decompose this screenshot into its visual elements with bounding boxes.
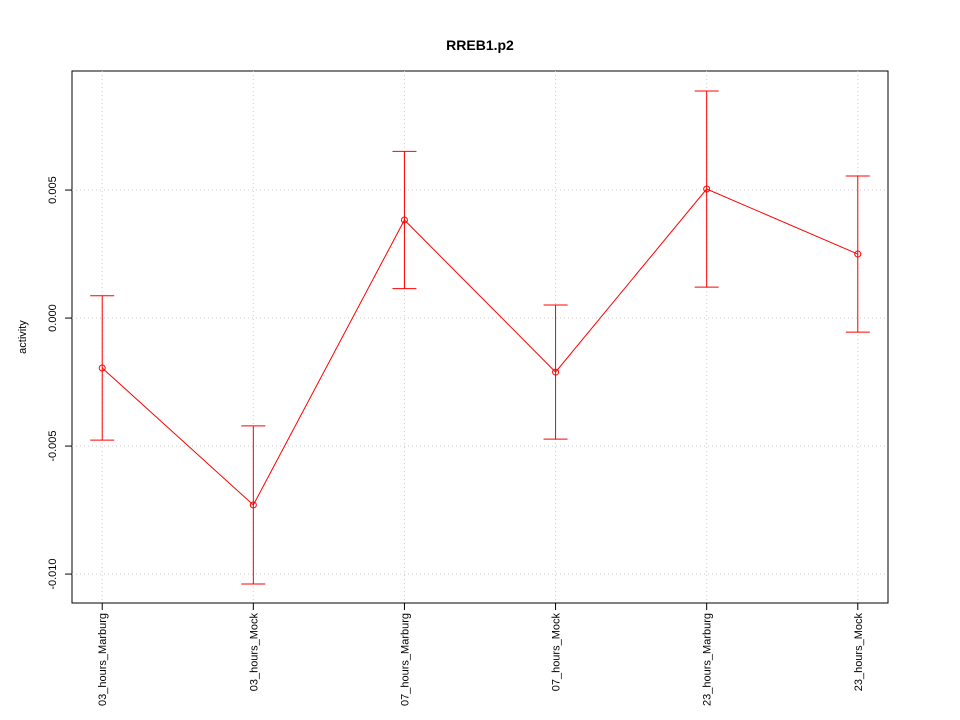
point [854,250,862,258]
x-tick-label: 07_hours_Mock [551,613,563,692]
y-tick-label: 0.005 [47,176,59,204]
point [249,501,257,509]
point [98,364,106,372]
y-tick-label: 0.000 [47,304,59,332]
y-axis-label: activity [17,320,29,354]
x-tick-label: 23_hours_Mock [853,613,865,692]
point [703,185,711,193]
x-tick-label: 07_hours_Marburg [399,613,411,706]
x-tick-label: 03_hours_Mock [248,613,260,692]
plot-frame [71,70,889,604]
series-line [101,188,858,506]
y-tick-label: -0.005 [47,430,59,461]
x-tick-label: 03_hours_Marburg [97,613,109,706]
chart-title: RREB1.p2 [446,37,514,53]
y-tick-label: -0.010 [47,558,59,589]
point [552,368,560,376]
point [400,216,408,224]
x-tick-label: 23_hours_Marburg [702,613,714,706]
